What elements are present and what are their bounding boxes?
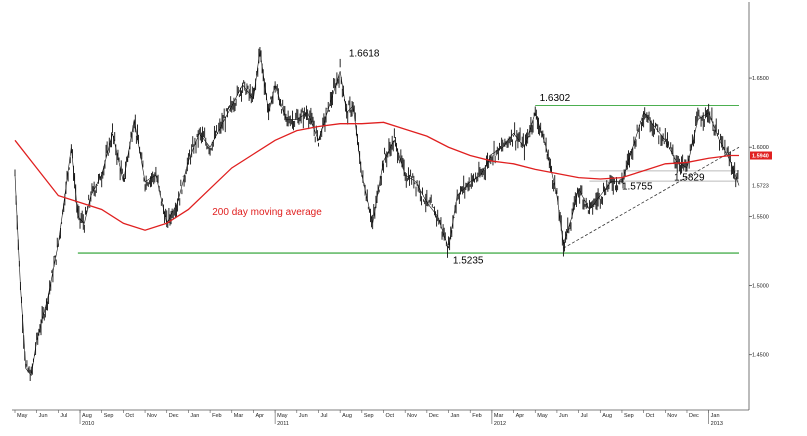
y-tick-label: 1.6000 [752,145,769,151]
y-tick-label: 1.5500 [752,214,769,220]
y-tick-label: 1.5000 [752,284,769,290]
y-tick-label: 1.4500 [752,353,769,359]
x-tick-label: Jul [581,413,588,419]
x-tick-label: Apr [516,413,525,419]
x-tick-label: Jun [559,413,568,419]
x-tick-label: Aug [342,413,352,419]
x-axis-ticks: May Jun Jul Aug Sep Oct Nov Dec Jan Feb Mar Apr May J… [14,410,723,427]
x-tick-label: Nov [147,413,157,419]
x-tick-label: Dec [169,413,179,419]
last-value-label: 1.5723 [752,184,769,190]
x-tick-label: Oct [646,413,655,419]
x-tick-label: Sep [364,413,374,419]
price-annotation: 1.6618 [349,49,380,60]
x-tick-label: Feb [472,413,481,419]
x-tick-label: May [537,413,548,419]
x-tick-label: Jan [190,413,199,419]
price-series [14,46,740,382]
x-tick-label: Apr [255,413,264,419]
x-tick-label: Aug [82,413,92,419]
x-tick-label: Jun [39,413,48,419]
trendline [563,146,740,249]
x-tick-label: Aug [602,413,612,419]
last-value-box [750,151,772,160]
price-annotation: 1.5755 [622,181,653,192]
annotation-layer: 1.6618 1.6302 1.5235 1.5755 1.5829 200 day mo… [212,49,705,267]
x-tick-label: Oct [386,413,395,419]
x-tick-label: Jan [451,413,460,419]
y-axis-ticks: 1.4500 1.5000 1.5500 1.6000 1.6500 [749,76,769,359]
moving-average-series [14,121,739,231]
x-year-label: 2013 [711,421,723,427]
x-year-label: 2011 [277,421,289,427]
x-tick-label: May [17,413,28,419]
axes-layer [12,2,750,411]
x-tick-label: Dec [689,413,699,419]
x-tick-label: Dec [429,413,439,419]
price-annotation: 1.6302 [540,93,571,104]
x-tick-label: Jul [60,413,67,419]
last-value-markers: 1.5940 1.5723 [750,151,772,190]
x-tick-label: Oct [125,413,134,419]
x-tick-label: Nov [667,413,677,419]
x-tick-label: Jul [320,413,327,419]
x-year-label: 2012 [494,421,506,427]
x-tick-label: Jan [711,413,720,419]
x-tick-label: Mar [494,413,504,419]
x-year-label: 2010 [82,421,94,427]
moving-average-line [14,121,739,231]
last-value-label: 1.5940 [752,154,769,160]
x-tick-label: Feb [212,413,221,419]
x-tick-label: Jun [299,413,308,419]
price-annotation: 1.5829 [674,172,705,183]
x-tick-label: Sep [624,413,634,419]
moving-average-label: 200 day moving average [212,207,322,218]
price-annotation: 1.5235 [453,255,484,266]
x-tick-label: Mar [234,413,244,419]
x-tick-label: Nov [407,413,417,419]
price-path [14,50,740,377]
x-tick-label: Sep [104,413,114,419]
x-tick-label: May [277,413,288,419]
y-tick-label: 1.6500 [752,76,769,82]
